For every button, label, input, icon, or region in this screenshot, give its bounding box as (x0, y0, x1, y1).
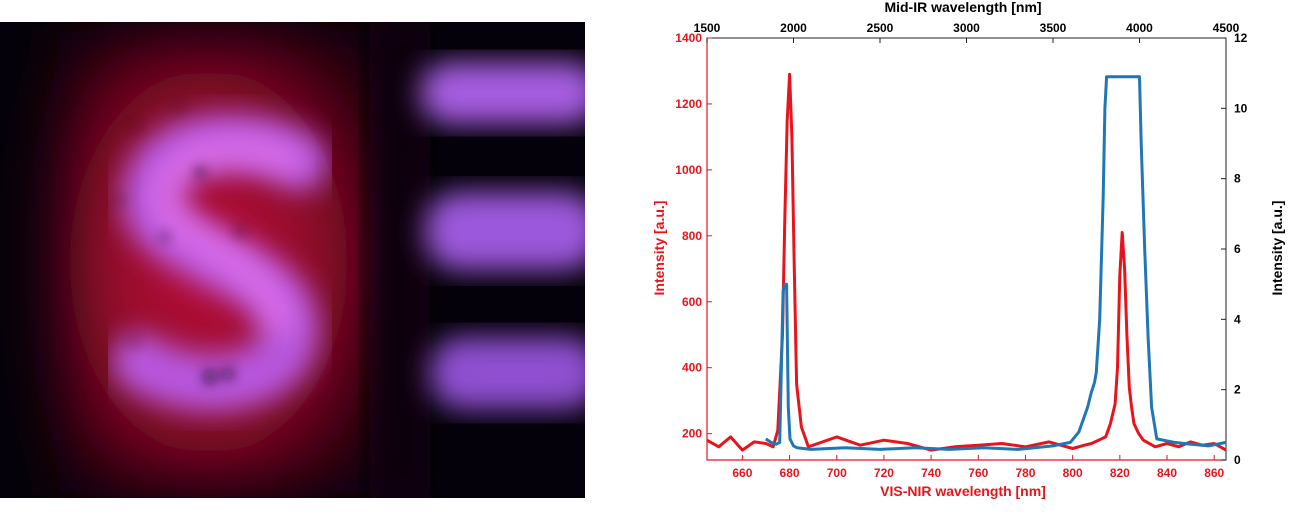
mid-ir-series-line (764, 75, 1227, 451)
y-tick-label: 1400 (675, 31, 702, 45)
bottom-axis-ticks: 660 680 700 720 740 760 780 800 820 840 860 (732, 455, 1225, 480)
x-tick-label: 720 (874, 466, 894, 480)
x-tick-label: 840 (1157, 466, 1177, 480)
spectrum-chart: 660 680 700 720 740 760 780 800 820 840 860 1500 20… (651, 0, 1285, 499)
bar-pattern-middle (425, 192, 585, 270)
bar-pattern-top (420, 62, 585, 124)
y2-tick-label: 2 (1234, 383, 1241, 397)
debris-particles (117, 104, 244, 384)
x-tick-label: 820 (1110, 466, 1130, 480)
y2-tick-label: 6 (1234, 242, 1241, 256)
y-tick-label: 1200 (675, 97, 702, 111)
x-axis-label: VIS-NIR wavelength [nm] (880, 483, 1046, 499)
right-y-axis-label: Intensity [a.u.] (1269, 201, 1285, 296)
top-axis-ticks: 1500 2000 2500 3000 3500 4000 4500 (694, 21, 1240, 43)
x-tick-label: 760 (968, 466, 988, 480)
y2-tick-label: 12 (1234, 31, 1248, 45)
right-axis-ticks: 0 2 4 6 8 10 12 (1221, 31, 1248, 467)
y-tick-label: 400 (682, 361, 702, 375)
y2-tick-label: 8 (1234, 172, 1241, 186)
top-axis-label: Mid-IR wavelength [nm] (884, 0, 1041, 15)
y2-tick-label: 10 (1234, 101, 1248, 115)
y-axis-label: Intensity [a.u.] (651, 201, 667, 296)
y-tick-label: 200 (682, 427, 702, 441)
fluorescence-micrograph (0, 22, 585, 498)
top-tick-label: 4000 (1126, 21, 1153, 35)
left-axis-ticks: 200 400 600 800 1000 1200 1400 (675, 31, 712, 441)
x-tick-label: 660 (732, 466, 752, 480)
bar-pattern-bottom (430, 337, 585, 409)
y-tick-label: 800 (682, 229, 702, 243)
top-tick-label: 3500 (1040, 21, 1067, 35)
top-tick-label: 3000 (953, 21, 980, 35)
y2-tick-label: 4 (1234, 312, 1241, 326)
top-tick-label: 4500 (1213, 21, 1240, 35)
x-tick-label: 800 (1063, 466, 1083, 480)
x-tick-label: 680 (780, 466, 800, 480)
top-tick-label: 2000 (780, 21, 807, 35)
y-tick-label: 600 (682, 295, 702, 309)
y-tick-label: 1000 (675, 163, 702, 177)
top-tick-label: 2500 (867, 21, 894, 35)
series-layer (706, 72, 1227, 452)
y2-tick-label: 0 (1234, 453, 1241, 467)
x-tick-label: 860 (1204, 466, 1224, 480)
top-tick-label: 1500 (694, 21, 721, 35)
x-tick-label: 700 (827, 466, 847, 480)
micrograph-image (0, 22, 585, 498)
vis-nir-series-line (706, 72, 1227, 452)
x-tick-label: 740 (921, 466, 941, 480)
x-tick-label: 780 (1015, 466, 1035, 480)
